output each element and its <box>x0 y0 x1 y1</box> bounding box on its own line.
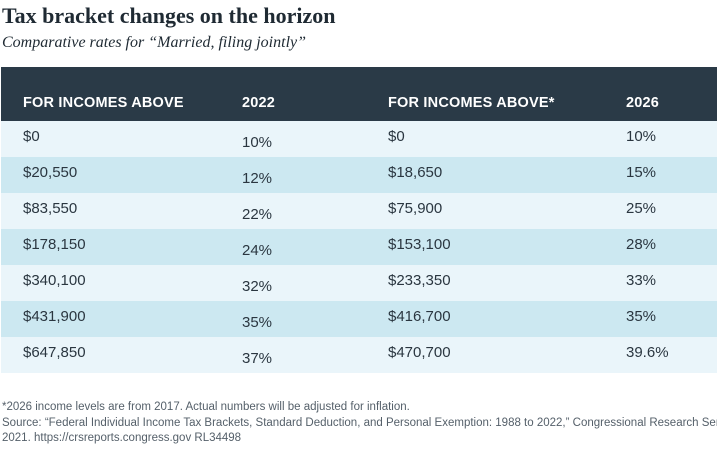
rate-2022-cell: 10% <box>242 134 273 151</box>
tax-bracket-table: FOR INCOMES ABOVE 2022 FOR INCOMES ABOVE… <box>1 67 717 373</box>
income-2026-cell: $75,900 <box>388 200 443 217</box>
income-2022-cell: $431,900 <box>23 308 86 325</box>
income-2026-cell: $416,700 <box>388 308 451 325</box>
source-note-continued: 2021. https://crsreports.congress.gov RL… <box>2 432 242 444</box>
page-subtitle: Comparative rates for “Married, filing j… <box>2 34 307 51</box>
rate-2022-cell: 35% <box>242 314 273 331</box>
table-row: $83,550 22% $75,900 25% <box>1 193 717 229</box>
table-row: $647,850 37% $470,700 39.6% <box>1 337 717 373</box>
income-2026-cell: $233,350 <box>388 272 451 289</box>
income-2022-cell: $647,850 <box>23 344 86 361</box>
header-incomes-above-2022: FOR INCOMES ABOVE <box>23 95 184 111</box>
income-2022-cell: $0 <box>23 128 40 145</box>
table-row: $340,100 32% $233,350 33% <box>1 265 717 301</box>
inflation-footnote: *2026 income levels are from 2017. Actua… <box>2 401 410 413</box>
table-row: $20,550 12% $18,650 15% <box>1 157 717 193</box>
income-2022-cell: $83,550 <box>23 200 78 217</box>
rate-2026-cell: 15% <box>626 164 657 181</box>
header-2022: 2022 <box>242 95 276 111</box>
table-row: $431,900 35% $416,700 35% <box>1 301 717 337</box>
rate-2026-cell: 10% <box>626 128 657 145</box>
income-2026-cell: $18,650 <box>388 164 443 181</box>
source-note: Source: “Federal Individual Income Tax B… <box>2 416 717 429</box>
rate-2022-cell: 22% <box>242 206 273 223</box>
rate-2022-cell: 24% <box>242 242 273 259</box>
footnotes: *2026 income levels are from 2017. Actua… <box>2 400 717 447</box>
rate-2026-cell: 39.6% <box>626 344 669 361</box>
rate-2022-cell: 32% <box>242 278 273 295</box>
income-2022-cell: $20,550 <box>23 164 78 181</box>
header-incomes-above-2026: FOR INCOMES ABOVE* <box>388 95 555 111</box>
page-title: Tax bracket changes on the horizon <box>2 3 336 28</box>
income-2022-cell: $178,150 <box>23 236 86 253</box>
income-2026-cell: $153,100 <box>388 236 451 253</box>
rate-2026-cell: 35% <box>626 308 657 325</box>
table-row: $178,150 24% $153,100 28% <box>1 229 717 265</box>
rate-2026-cell: 25% <box>626 200 657 217</box>
rate-2022-cell: 37% <box>242 350 273 367</box>
income-2022-cell: $340,100 <box>23 272 86 289</box>
income-2026-cell: $0 <box>388 128 405 145</box>
rate-2022-cell: 12% <box>242 170 273 187</box>
income-2026-cell: $470,700 <box>388 344 451 361</box>
rate-2026-cell: 33% <box>626 272 657 289</box>
table-row: $0 10% $0 10% <box>1 121 717 157</box>
table-header: FOR INCOMES ABOVE 2022 FOR INCOMES ABOVE… <box>1 67 717 121</box>
rate-2026-cell: 28% <box>626 236 657 253</box>
header-2026: 2026 <box>626 95 660 111</box>
